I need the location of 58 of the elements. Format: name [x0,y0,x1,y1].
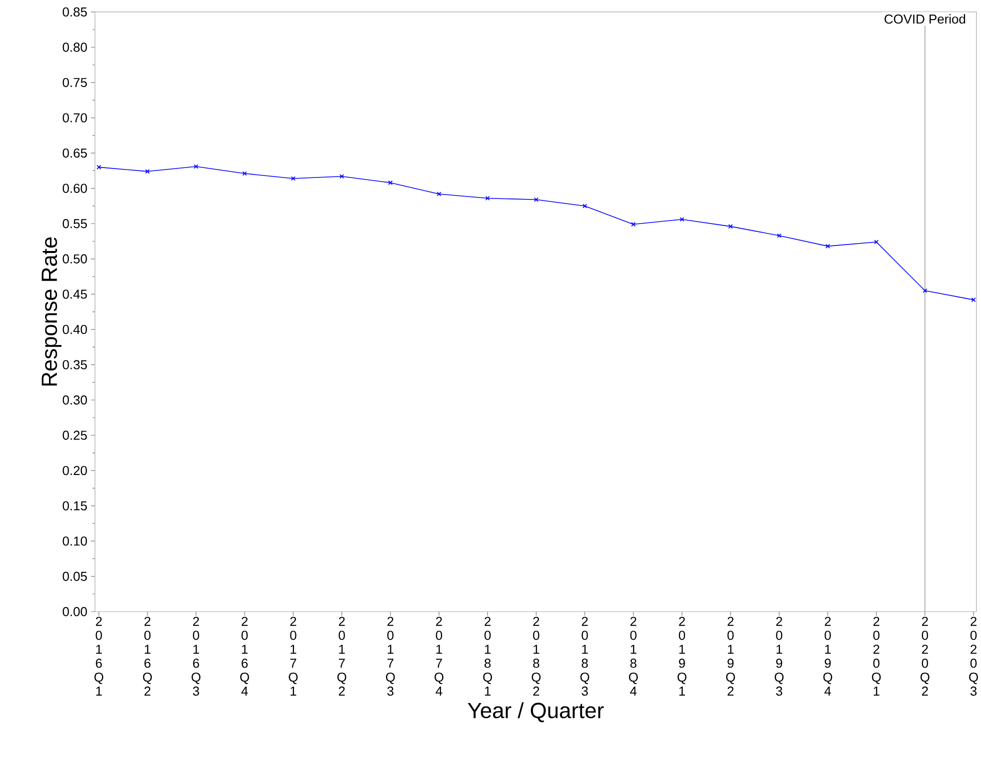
x-tick-label: 2020Q1 [872,617,881,696]
y-tick-label: 0.50 [62,254,87,264]
point [874,240,879,244]
x-tick-label: 2017Q2 [337,617,346,696]
y-tick-label: 0.00 [62,607,87,616]
x-tick-label: 2019Q1 [678,617,686,696]
x-tick-label: 2016Q2 [143,617,152,696]
y-tick-label: 0.25 [62,430,87,440]
y-tick-label: 0.10 [62,536,87,546]
y-tick-label: 0.80 [62,42,87,52]
x-tick-label: 2018Q1 [483,617,492,696]
point [534,198,538,202]
x-tick-label: 2016Q4 [240,617,250,696]
x-tick-label: 2017Q3 [386,617,395,696]
y-tick-label: 0.85 [62,8,87,17]
x-tick-label: 2019Q2 [726,617,735,696]
x-tick-label: 2020Q3 [969,617,978,696]
y-tick-label: 0.35 [62,360,87,370]
point [242,171,247,176]
x-tick-label: 2017Q1 [288,617,298,696]
point [388,180,393,186]
y-tick-label: 0.40 [62,325,87,334]
point [825,244,830,249]
x-axis-title: Year / Quarter [468,702,604,722]
point [436,192,442,196]
y-tick-label: 0.05 [62,572,87,582]
x-tick-label: 2019Q4 [823,617,832,696]
point [582,204,588,208]
y-tick-label: 0.20 [62,466,87,476]
y-tick-label: 0.60 [62,184,87,194]
y-tick-label: 0.75 [62,78,87,88]
y-tick-label: 0.70 [62,113,87,123]
x-tick-label: 2018Q4 [628,617,638,696]
y-tick-label: 0.30 [62,396,87,405]
point [922,288,928,294]
point [680,217,684,222]
y-tick-label: 0.45 [62,290,87,299]
x-tick-label: 2020Q2 [920,617,930,696]
line-series [96,164,976,302]
x-tick-label: 2018Q2 [532,617,541,696]
x-tick-label: 2018Q3 [580,617,590,696]
point [145,169,150,174]
x-tick-label: 2017Q4 [434,617,444,696]
y-tick-label: 0.55 [62,219,87,228]
point [776,234,782,238]
y-axis-title: Response Rate [42,238,62,386]
x-tick-label: 2016Q1 [94,617,104,696]
point [485,196,490,201]
point [194,164,198,169]
ref-line-label: COVID Period [884,14,966,24]
x-tick-label: 2016Q3 [192,617,200,696]
y-tick-label: 0.15 [62,501,87,511]
y-tick-label: 0.65 [62,148,87,158]
x-tick-label: 2019Q3 [774,617,784,696]
point [290,176,296,181]
point [631,222,636,227]
point [340,174,344,179]
point [728,224,733,229]
